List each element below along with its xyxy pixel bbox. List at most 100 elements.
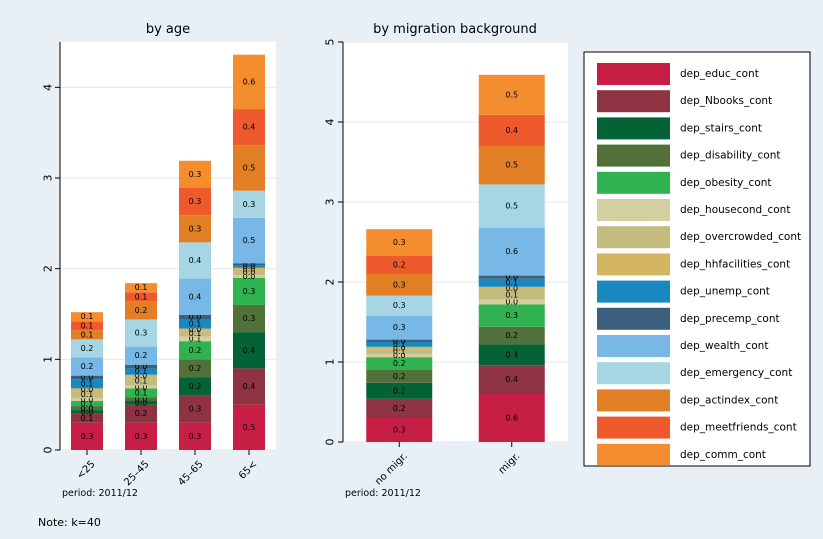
data-label: 0.3 [135,432,148,441]
data-label: 0.1 [135,388,148,397]
data-label: 0.6 [505,247,518,256]
data-label: 0.3 [81,432,94,441]
bar-segment [179,359,211,378]
bar-segment [71,406,103,411]
bar-segment [179,187,211,216]
data-label: 0.2 [505,331,518,340]
legend-label: dep_hhfacilities_cont [680,258,790,270]
data-label: 0.2 [393,386,406,395]
legend-label: dep_obesity_cont [680,177,772,189]
data-label: 0.3 [505,350,518,359]
bar-segment [71,339,103,358]
bar-segment [125,422,157,450]
legend-label: dep_educ_cont [680,68,759,80]
bar-segment [366,342,433,347]
y-tick-label: 2 [42,265,55,272]
bar-segment [478,184,545,228]
data-label: 0.3 [393,426,406,435]
data-label: 0.4 [505,375,518,384]
data-label: 0.0 [81,407,94,416]
data-label: 0.0 [243,260,256,269]
legend-swatch [597,226,670,249]
data-label: 0.2 [135,306,148,315]
bar-segment [366,354,433,358]
data-label: 0.2 [81,362,94,371]
y-tick-label: 1 [42,356,55,363]
bar-segment [71,422,103,450]
data-label: 0.1 [81,390,94,399]
legend-label: dep_Nbooks_cont [680,95,772,107]
y-tick-label: 0 [42,447,55,454]
bar-segment [71,413,103,423]
bar-segment [478,275,545,279]
data-label: 0.5 [505,161,518,170]
bar-segment [71,330,103,340]
data-label: 0.1 [135,283,148,292]
bar-segment [125,292,157,302]
data-label: 0.1 [393,347,406,356]
bar-segment [71,357,103,376]
legend-label: dep_disability_cont [680,150,781,162]
data-label: 0.0 [135,382,148,391]
bar-segment [366,295,433,316]
data-label: 0.5 [243,236,256,245]
x-tick-label: migr. [497,451,523,477]
bar-segment [179,314,211,320]
data-label: 0.2 [189,346,202,355]
legend-label: dep_comm_cont [680,449,766,461]
data-label: 0.4 [505,126,518,135]
bar-segment [478,344,545,366]
legend-swatch [597,63,670,85]
data-label: 0.0 [393,351,406,360]
data-label: 0.0 [505,284,518,293]
data-label: 0.1 [135,292,148,301]
data-label: 0.3 [243,314,256,323]
bar-segment [179,242,211,279]
legend-swatch [597,416,670,439]
data-label: 0.5 [505,202,518,211]
data-label: 0.0 [243,262,256,271]
bar-segment [233,332,265,369]
data-label: 0.1 [505,290,518,299]
data-label: 0.1 [189,319,202,328]
data-label: 0.0 [189,313,202,322]
y-tick-label: 4 [42,84,55,91]
bar-segment [366,398,433,418]
x-tick-label: no migr. [373,451,410,488]
bar-segment [233,190,265,218]
data-label: 0.1 [393,340,406,349]
bar-segment [179,319,211,329]
data-label: 0.3 [135,329,148,338]
bar-segment [233,265,265,268]
data-label: 0.4 [243,123,256,132]
bar-segment [233,277,265,305]
legend-swatch [597,389,670,412]
data-label: 0.0 [243,268,256,277]
data-label: 0.0 [135,362,148,371]
period-subtitle: period: 2011/12 [62,488,138,499]
data-label: 0.4 [189,292,202,301]
bar-segment [233,109,265,146]
bar-segment [366,255,433,274]
bar-segment [71,312,103,322]
bar-segment [366,346,433,350]
bar-segment [125,388,157,398]
legend-swatch [597,253,670,276]
data-label: 0.5 [243,164,256,173]
data-label: 0.2 [135,409,148,418]
data-label: 0.0 [505,298,518,307]
data-label: 0.1 [189,329,202,338]
data-label: 0.0 [189,325,202,334]
bar-segment [478,299,545,305]
data-label: 0.1 [189,334,202,343]
chart-title: by age [146,22,190,37]
bar-segment [478,114,545,146]
data-label: 0.6 [505,414,518,423]
data-label: 0.5 [505,90,518,99]
data-label: 0.1 [81,330,94,339]
legend-swatch [597,335,670,357]
bar-segment [478,146,545,185]
bar-segment [366,339,433,342]
data-label: 0.3 [189,432,202,441]
bar-segment [179,278,211,315]
